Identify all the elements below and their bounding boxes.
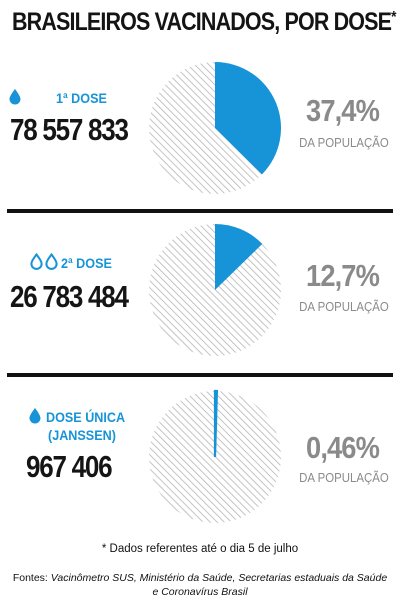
double-drop-icon xyxy=(30,253,58,271)
pie-vaccinated-slice xyxy=(213,389,219,458)
percent-value: 12,7% xyxy=(306,258,380,293)
percent-value: 0,46% xyxy=(306,430,380,465)
dose-panel-second: 2ª DOSE 26 783 484 12,7% DA POPULAÇÃO xyxy=(0,215,400,360)
dose-count: 78 557 833 xyxy=(10,112,129,147)
pie-vaccinated-slice xyxy=(215,224,263,290)
footnote: * Dados referentes até o dia 5 de julho xyxy=(101,543,299,555)
dose-panel-single: DOSE ÚNICA (JANSSEN) 967 406 0,46% DA PO… xyxy=(0,380,400,525)
title-text: BRASILEIROS VACINADOS, POR DOSE xyxy=(12,8,392,36)
sources-text: Vacinômetro SUS, Ministério da Saúde, Se… xyxy=(50,572,388,598)
pie-vaccinated-slice xyxy=(215,62,281,175)
percent-caption: DA POPULAÇÃO xyxy=(299,135,389,150)
chart-title: BRASILEIROS VACINADOS, POR DOSE* xyxy=(12,8,397,37)
dose-count: 26 783 484 xyxy=(10,279,129,314)
separator xyxy=(7,209,393,213)
separator xyxy=(7,373,393,377)
pie-chart xyxy=(149,224,281,356)
dose-panel-first: 1ª DOSE 78 557 833 37,4% DA POPULAÇÃO xyxy=(0,55,400,200)
title-footnote-mark: * xyxy=(391,9,396,26)
percent-value: 37,4% xyxy=(306,93,380,128)
drop-icon xyxy=(28,407,42,425)
dose-label-sub: (JANSSEN) xyxy=(48,427,116,443)
percent-caption: DA POPULAÇÃO xyxy=(299,470,389,485)
drop-icon xyxy=(8,88,22,106)
dose-count: 967 406 xyxy=(26,449,113,484)
dose-label: DOSE ÚNICA xyxy=(46,409,126,425)
percent-caption: DA POPULAÇÃO xyxy=(299,299,389,314)
pie-chart xyxy=(149,62,281,194)
dose-label: 1ª DOSE xyxy=(56,90,107,106)
dose-label: 2ª DOSE xyxy=(61,255,112,271)
pie-chart xyxy=(149,389,281,523)
sources-prefix: Fontes: xyxy=(12,572,48,584)
sources: Fontes: Vacinômetro SUS, Ministério da S… xyxy=(10,571,390,599)
